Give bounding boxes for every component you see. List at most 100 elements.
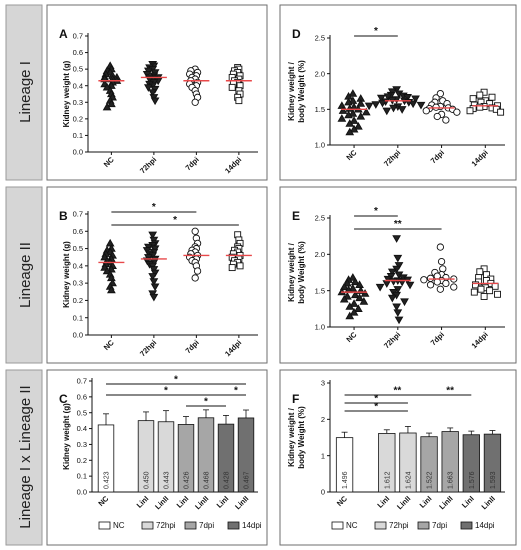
data-point	[442, 279, 450, 288]
data-point	[143, 84, 153, 92]
data-point	[437, 257, 446, 266]
bar-value-label: 1.612	[384, 471, 391, 489]
legend-swatch	[417, 521, 430, 530]
data-point	[345, 127, 355, 136]
data-point	[345, 119, 355, 127]
data-point	[371, 101, 381, 109]
data-point	[393, 309, 403, 317]
y-axis-label-line2: body Weight (%)	[297, 406, 306, 469]
y-axis-label-line1: Kidney weight /	[287, 242, 296, 301]
y-tick-label: 1	[321, 451, 325, 460]
data-point	[348, 283, 358, 292]
data-point	[102, 266, 112, 275]
bar-value-label: 0.467	[244, 471, 251, 489]
data-point	[426, 281, 435, 289]
data-point	[411, 95, 420, 104]
bar-value-label: 0.443	[164, 471, 171, 489]
chart-panel-c: C 0.0 0.1 0.2 0.3 0.4 0.5 0.6 0.7 Kidney weight (…	[59, 375, 262, 531]
data-point	[494, 290, 501, 298]
data-point	[149, 293, 159, 302]
y-tick-label: 0.0	[73, 331, 83, 340]
y-tick-label: 0.0	[77, 488, 87, 497]
data-point	[106, 99, 116, 108]
y-tick-label: 3	[321, 379, 325, 388]
data-point	[235, 97, 243, 105]
y-tick-label: 0.6	[73, 227, 83, 236]
panel-letter-f: F	[292, 392, 299, 406]
y-tick-label: 2.5	[315, 34, 325, 43]
y-axis-label: Kidney weight (g)	[62, 60, 71, 127]
panel-letter-e: E	[292, 209, 300, 223]
data-point	[193, 267, 202, 275]
data-point	[433, 112, 441, 121]
bar-value-label: 0.423	[104, 471, 111, 489]
data-point	[442, 116, 450, 124]
data-point	[393, 254, 403, 263]
data-point	[394, 262, 404, 270]
data-point	[392, 235, 401, 243]
bar-value-label: 0.428	[224, 471, 231, 489]
bar-value-label: 0.426	[184, 471, 191, 489]
data-point	[397, 106, 407, 114]
y-tick-label: 0.6	[73, 48, 83, 57]
legend-swatch	[331, 521, 344, 530]
legend-swatch	[374, 521, 387, 530]
data-point	[382, 107, 392, 116]
data-point	[105, 238, 115, 247]
data-point	[350, 290, 360, 299]
y-tick-label: 2.0	[315, 69, 325, 78]
data-point	[191, 98, 199, 106]
legend-label: 72hpi	[156, 521, 176, 530]
data-point	[405, 281, 415, 290]
data-point	[348, 96, 358, 104]
data-point	[356, 99, 366, 107]
y-tick-label: 0.7	[73, 210, 83, 219]
y-tick-label: 0.3	[73, 279, 83, 288]
data-point	[436, 89, 445, 98]
data-point	[477, 285, 485, 293]
data-point	[148, 273, 158, 281]
legend-swatch	[460, 521, 473, 530]
data-point	[355, 293, 364, 302]
legend-swatch	[227, 521, 240, 530]
panel-letter-a: A	[59, 27, 68, 41]
data-point	[106, 285, 116, 294]
y-tick-label: 0.2	[73, 114, 83, 123]
data-point	[345, 302, 355, 310]
y-tick-label: 0.2	[77, 456, 87, 465]
data-point	[344, 110, 353, 119]
legend-label: 72hpi	[389, 521, 409, 530]
y-tick-label: 0.7	[77, 377, 87, 386]
data-point	[450, 283, 458, 291]
significance-marker: *	[374, 402, 378, 413]
data-point	[400, 298, 409, 307]
y-tick-label: 0.4	[73, 81, 83, 90]
bar-value-label: 1.663	[448, 471, 455, 489]
y-tick-label: 1.0	[315, 323, 325, 332]
row-label-box-1	[5, 4, 43, 181]
significance-marker: *	[374, 394, 378, 405]
bar-value-label: 0.450	[144, 471, 151, 489]
data-point	[476, 268, 484, 276]
y-axis-label-line2: body Weight (%)	[297, 60, 306, 123]
legend-swatch	[98, 521, 111, 530]
data-point	[236, 262, 244, 270]
row-label-box-2	[5, 186, 43, 364]
panel-letter-b: B	[59, 209, 68, 223]
data-point	[344, 97, 353, 106]
y-tick-label: 0.5	[73, 65, 83, 74]
y-tick-label: 2.0	[315, 250, 325, 259]
data-point	[342, 278, 352, 287]
data-point	[149, 278, 159, 286]
y-tick-label: 0.2	[73, 296, 83, 305]
y-axis-label-line1: Kidney weight /	[287, 61, 296, 120]
data-point	[361, 107, 371, 116]
panel-letter-c: C	[59, 392, 68, 406]
significance-marker: **	[393, 386, 401, 397]
row-label-box-3	[5, 369, 43, 546]
y-tick-label: 0.4	[73, 261, 83, 270]
significance-marker: *	[374, 26, 378, 37]
y-tick-label: 0	[321, 488, 325, 497]
data-point	[191, 227, 199, 235]
